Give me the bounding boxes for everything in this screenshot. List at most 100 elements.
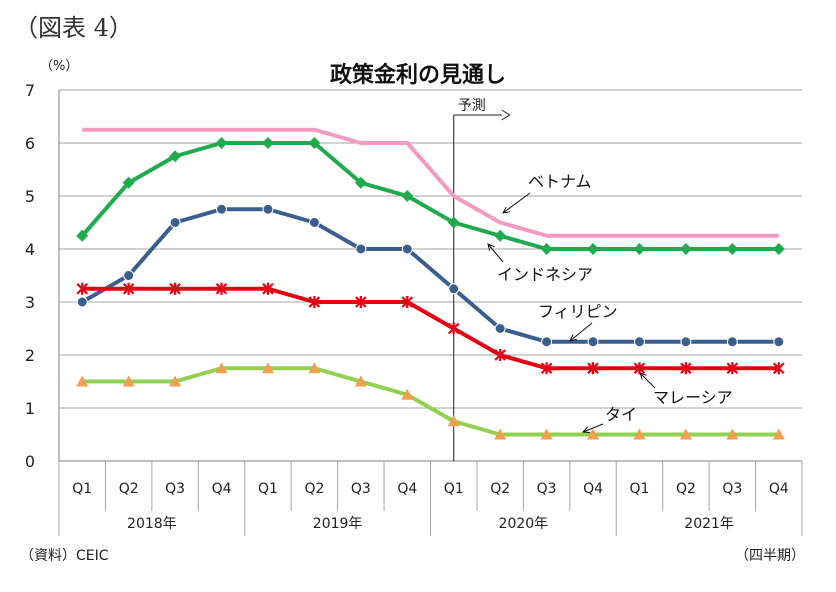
data-point	[401, 296, 414, 308]
data-point	[355, 243, 367, 255]
period-note: （四半期）	[735, 548, 805, 564]
chart-title: 政策金利の見通し	[330, 62, 506, 88]
annotation-arrow	[502, 192, 531, 214]
data-point	[308, 137, 321, 149]
data-point	[308, 217, 320, 228]
data-point	[587, 243, 600, 255]
y-tick-label: 2	[25, 346, 35, 365]
forecast-label: 予測	[458, 98, 486, 114]
data-point	[540, 243, 553, 255]
data-point	[76, 296, 88, 308]
year-label: 2020年	[499, 516, 549, 532]
data-point	[401, 243, 413, 255]
series-line	[80, 141, 779, 251]
y-tick-label: 1	[25, 399, 35, 418]
data-point	[308, 362, 321, 374]
data-point	[169, 217, 181, 228]
annotation-arrow	[569, 322, 593, 342]
data-point	[587, 362, 599, 375]
forecast-arrow-head	[501, 109, 511, 121]
data-point	[633, 243, 646, 255]
data-point	[773, 336, 785, 348]
data-point	[262, 282, 274, 295]
data-point	[726, 336, 738, 348]
x-tick-label: Q2	[490, 481, 510, 497]
series-annotation-label: タイ	[605, 405, 637, 424]
data-point	[633, 362, 646, 375]
x-tick-label: Q1	[258, 481, 278, 497]
series-annotation-label: ベトナム	[528, 172, 592, 191]
data-point	[773, 362, 785, 375]
data-point	[354, 176, 367, 189]
data-point	[122, 282, 135, 295]
data-point	[587, 428, 600, 440]
data-point	[679, 243, 692, 255]
data-point	[169, 282, 181, 295]
data-point	[76, 229, 89, 242]
data-point	[726, 428, 739, 440]
series-line	[82, 127, 779, 238]
x-tick-label: Q4	[583, 481, 603, 497]
annotation-arrow-head	[639, 372, 647, 380]
data-point	[447, 415, 460, 427]
series-annotation-label: フィリピン	[538, 302, 618, 321]
data-point	[447, 322, 460, 335]
data-point	[401, 388, 414, 400]
annotation-arrow-head	[502, 206, 510, 214]
y-tick-label: 4	[25, 240, 35, 259]
source-note: （資料）CEIC	[20, 548, 109, 564]
x-tick-label: Q3	[351, 481, 371, 497]
data-point	[679, 428, 692, 440]
data-point	[587, 336, 599, 348]
data-point	[726, 243, 739, 255]
x-tick-label: Q1	[444, 481, 464, 497]
x-tick-label: Q4	[212, 481, 232, 497]
series-line	[82, 366, 779, 437]
data-point	[633, 336, 645, 348]
x-tick-label: Q4	[397, 481, 417, 497]
data-point	[494, 349, 506, 361]
annotation-arrow-head	[487, 243, 495, 251]
x-tick-label: Q2	[676, 481, 696, 497]
data-point	[169, 150, 182, 163]
x-tick-label: Q3	[537, 481, 557, 497]
data-point	[494, 229, 507, 242]
series-annotation-label: インドネシア	[497, 265, 593, 284]
x-tick-label: Q4	[769, 481, 789, 497]
data-point	[772, 428, 785, 440]
series-line	[81, 207, 779, 344]
data-point	[680, 336, 692, 348]
series-annotation-label: マレーシア	[653, 388, 733, 407]
annotation-arrow	[582, 423, 604, 433]
annotation-arrow	[639, 372, 656, 389]
x-tick-label: Q2	[304, 481, 324, 497]
y-tick-label: 5	[25, 187, 35, 206]
annotation-arrow-head	[581, 426, 591, 433]
data-point	[215, 362, 228, 374]
data-point	[772, 243, 785, 255]
data-point	[76, 375, 89, 387]
data-point	[262, 203, 274, 215]
figure-label: （図表 4）	[14, 14, 133, 42]
data-point	[122, 375, 135, 387]
y-tick-label: 7	[25, 81, 35, 100]
y-tick-label: 6	[25, 134, 35, 153]
y-tick-label: 0	[25, 452, 35, 471]
data-point	[216, 203, 228, 215]
data-point	[448, 283, 460, 295]
data-point	[680, 362, 692, 375]
data-point	[122, 176, 135, 189]
year-label: 2018年	[127, 516, 177, 532]
data-point	[726, 362, 739, 375]
data-point	[215, 137, 228, 149]
data-point	[261, 362, 274, 374]
data-point	[355, 296, 367, 308]
x-tick-label: Q1	[630, 481, 650, 497]
x-tick-label: Q3	[165, 481, 185, 497]
data-point	[494, 428, 507, 440]
data-point	[215, 282, 228, 295]
data-point	[169, 375, 182, 387]
x-tick-label: Q1	[72, 481, 92, 497]
annotation-arrow-head	[569, 334, 577, 342]
data-point	[494, 323, 506, 334]
